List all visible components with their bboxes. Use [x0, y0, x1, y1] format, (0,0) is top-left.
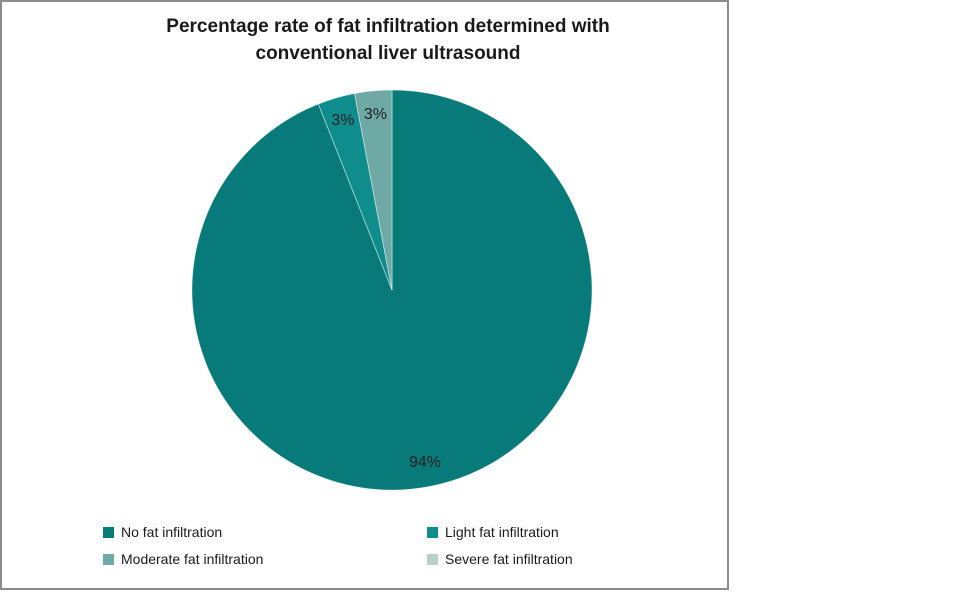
- legend-item-no-fat-infiltration[interactable]: No fat infiltration: [103, 524, 427, 540]
- pie-chart: 94% 3% 3%: [191, 89, 593, 491]
- legend-item-light-fat-infiltration[interactable]: Light fat infiltration: [427, 524, 573, 540]
- chart-title: Percentage rate of fat infiltration dete…: [49, 13, 727, 67]
- pie-label-light-fat-infiltration: 3%: [331, 112, 354, 129]
- chart-title-line1: Percentage rate of fat infiltration dete…: [166, 16, 610, 37]
- chart-title-line2: conventional liver ultrasound: [255, 43, 521, 64]
- legend-swatch-light-fat-infiltration: [427, 526, 438, 538]
- pie-label-no-fat-infiltration: 94%: [409, 454, 441, 471]
- legend-swatch-no-fat-infiltration: [103, 526, 114, 538]
- legend-swatch-moderate-fat-infiltration: [103, 553, 114, 565]
- legend-label: Light fat infiltration: [445, 524, 559, 540]
- legend-swatch-severe-fat-infiltration: [427, 553, 438, 565]
- pie-label-moderate-fat-infiltration: 3%: [364, 106, 387, 123]
- legend-item-moderate-fat-infiltration[interactable]: Moderate fat infiltration: [103, 551, 427, 567]
- legend-label: No fat infiltration: [121, 524, 223, 540]
- pie-slice-moderate-fat-infiltration[interactable]: [354, 89, 393, 291]
- chart-frame: Percentage rate of fat infiltration dete…: [0, 0, 729, 590]
- legend-label: Moderate fat infiltration: [121, 551, 264, 567]
- legend-label: Severe fat infiltration: [445, 551, 573, 567]
- legend-item-severe-fat-infiltration[interactable]: Severe fat infiltration: [427, 551, 573, 567]
- legend: No fat infiltration Light fat infiltratio…: [103, 524, 573, 567]
